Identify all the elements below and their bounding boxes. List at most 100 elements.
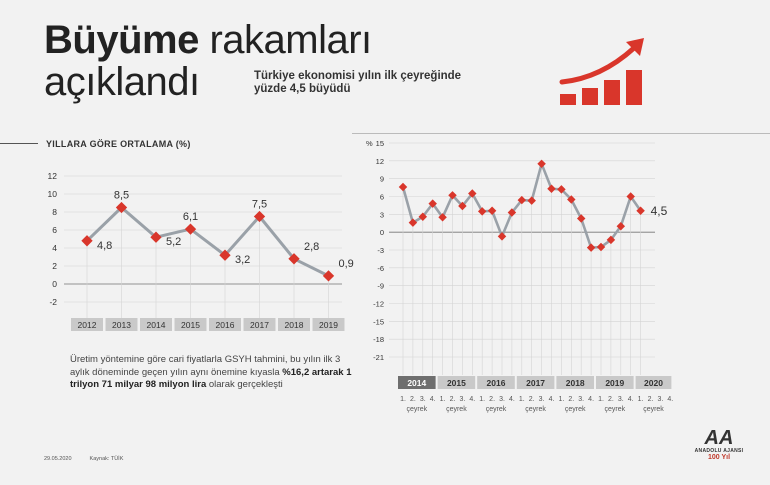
description-text-1: Üretim yöntemine göre cari fiyatlarla GS… [70, 354, 341, 378]
y-tick-label: 2 [52, 261, 57, 271]
quarter-label: 4. [549, 396, 555, 403]
y-tick-label: -12 [373, 300, 384, 309]
left-chart-title: YILLARA GÖRE ORTALAMA (%) [46, 139, 191, 149]
year-band [105, 318, 138, 331]
year-band [398, 376, 436, 389]
y-tick-label: 8 [52, 207, 57, 217]
last-value-label: 4,5 [651, 204, 668, 218]
y-tick-label: -18 [373, 335, 384, 344]
quarter-label: 4. [667, 396, 673, 403]
annual-growth-chart: 12 10 8 6 4 2 0 -2 2012 2013 2014 2015 2016 2017 2018 2… [48, 171, 354, 331]
quarter-label: 2. [410, 396, 416, 403]
footer-date: 29.05.2020 [44, 456, 72, 462]
y-tick-label: 3 [380, 210, 384, 219]
year-band [312, 318, 345, 331]
quarter-word: çeyrek [525, 406, 546, 413]
quarter-label: 3. [539, 396, 545, 403]
year-label: 2014 [407, 378, 426, 388]
y-tick-label: 0 [380, 228, 384, 237]
quarter-label: 3. [618, 396, 624, 403]
quarter-word: çeyrek [486, 406, 507, 413]
quarter-label: 2. [450, 396, 456, 403]
aa-logo-name: ANADOLU AJANSI [694, 448, 744, 454]
quarter-label: 1. [479, 396, 485, 403]
data-point [448, 191, 457, 200]
quarter-label: 2. [529, 396, 535, 403]
year-label: 2019 [605, 378, 624, 388]
quarter-word: çeyrek [446, 406, 467, 413]
quarter-label: 4. [430, 396, 436, 403]
y-tick-label: 10 [48, 189, 58, 199]
icon-bar-3 [604, 80, 620, 105]
aa-logo-mark: AA [704, 427, 734, 449]
data-point [497, 232, 507, 241]
data-point [468, 189, 477, 198]
year-band [635, 376, 672, 389]
y-tick-label: -6 [377, 264, 384, 273]
quarter-label: 2. [489, 396, 495, 403]
series-line [85, 206, 330, 278]
aa-logo: AA ANADOLU AJANSI 100 Yıl [693, 428, 745, 461]
x-tick-label: 2019 [319, 320, 338, 330]
data-label: 3,2 [235, 254, 250, 266]
y-tick-label: -15 [373, 317, 384, 326]
description-text-2: olarak gerçekleşti [206, 379, 283, 390]
y-tick-label: 6 [380, 193, 384, 202]
icon-bar-2 [582, 88, 598, 105]
quarter-word: çeyrek [565, 406, 586, 413]
quarter-label: 1. [400, 396, 406, 403]
data-point [567, 195, 576, 204]
quarter-label: 1. [638, 396, 644, 403]
y-tick-label: 0 [52, 279, 57, 289]
y-tick-label: 15 [376, 139, 384, 148]
left-divider [0, 143, 38, 144]
x-tick-label: 2017 [250, 320, 269, 330]
y-axis-unit: % [366, 139, 373, 148]
y-tick-label: -2 [49, 297, 57, 307]
data-point [418, 212, 428, 221]
year-band [556, 376, 594, 389]
quarter-label: 2. [648, 396, 654, 403]
quarter-label: 3. [420, 396, 426, 403]
x-tick-label: 2018 [285, 320, 304, 330]
data-point [398, 182, 408, 192]
data-label: 6,1 [183, 211, 198, 223]
x-tick-label: 2012 [78, 320, 97, 330]
year-label: 2018 [566, 378, 585, 388]
page-title-line2: açıklandı [44, 60, 200, 104]
year-band [477, 376, 515, 389]
footer: 29.05.2020 Kaynak: TÜİK [44, 456, 141, 462]
data-point [606, 235, 616, 245]
data-point [477, 207, 487, 216]
subtitle: Türkiye ekonomisi yılın ilk çeyreğinde y… [254, 70, 462, 95]
data-point [487, 206, 497, 216]
quarter-label: 3. [459, 396, 465, 403]
quarter-label: 4. [628, 396, 634, 403]
data-point [517, 195, 527, 205]
data-label: 0,9 [339, 258, 354, 270]
data-label: 7,5 [252, 199, 267, 211]
icon-bar-4 [626, 70, 642, 105]
data-label: 8,5 [114, 190, 129, 202]
quarter-word: çeyrek [643, 406, 664, 413]
year-label: 2015 [447, 378, 466, 388]
icon-arrow-head [626, 38, 644, 56]
quarter-label: 1. [558, 396, 564, 403]
quarter-label: 3. [499, 396, 505, 403]
quarter-label: 3. [578, 396, 584, 403]
quarter-label: 4. [588, 396, 594, 403]
description-bold: %16,2 artarak 1 trilyon 71 milyar 98 mil… [70, 366, 352, 391]
year-band [596, 376, 634, 389]
y-tick-label: 4 [52, 243, 57, 253]
y-tick-label: 6 [52, 225, 57, 235]
year-band [243, 318, 276, 331]
title-bold: Büyüme [44, 18, 199, 62]
y-tick-label: -9 [377, 282, 384, 291]
y-tick-label: 9 [380, 175, 384, 184]
y-tick-label: -21 [373, 353, 384, 362]
growth-chart-icon [559, 38, 644, 105]
quarter-word: çeyrek [604, 406, 625, 413]
year-band [278, 318, 310, 331]
quarter-label: 2. [608, 396, 614, 403]
data-label: 4,8 [97, 240, 112, 252]
